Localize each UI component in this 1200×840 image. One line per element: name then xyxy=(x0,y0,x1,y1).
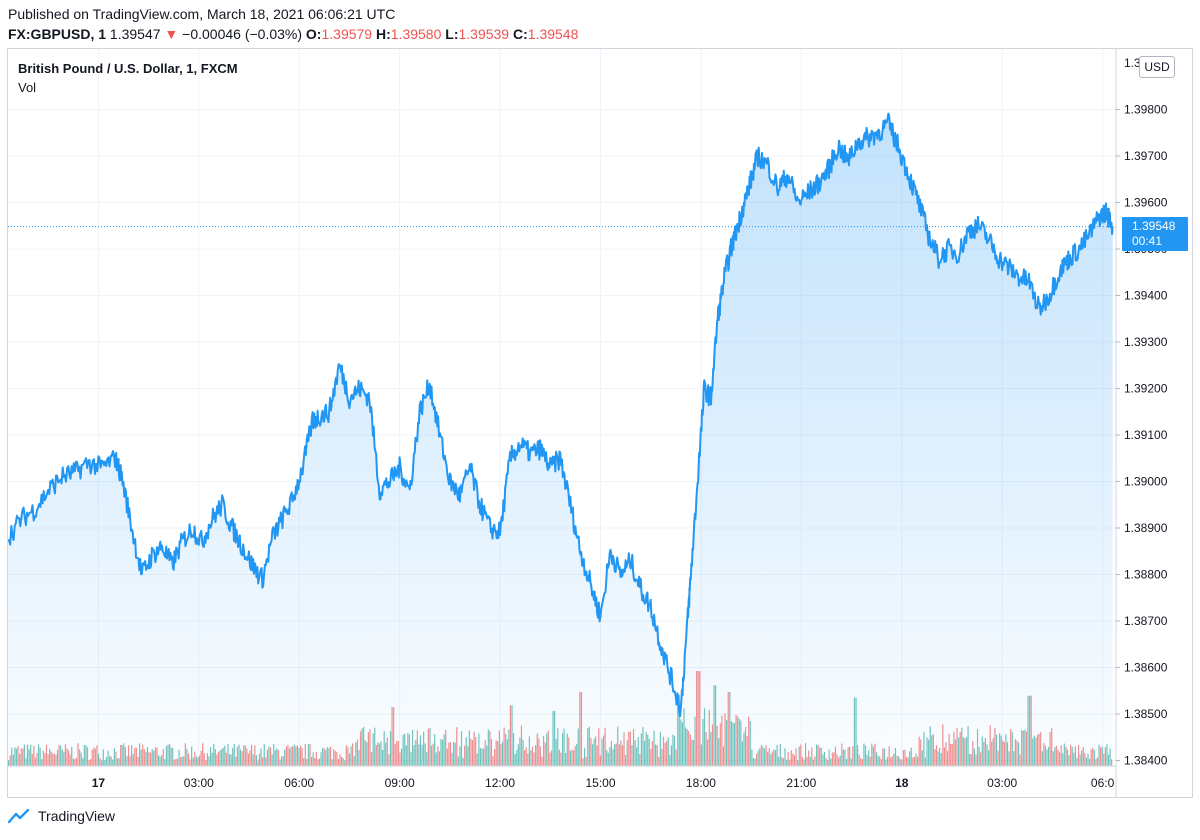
published-line: Published on TradingView.com, March 18, … xyxy=(8,6,396,22)
high-value: 1.39580 xyxy=(390,26,442,42)
last-price: 1.39547 xyxy=(109,26,161,42)
x-tick-label: 09:00 xyxy=(385,776,415,790)
y-tick-label: 1.38600 xyxy=(1124,661,1168,675)
low-value: 1.39539 xyxy=(458,26,510,42)
symbol-label: FX:GBPUSD, 1 xyxy=(8,26,107,42)
x-tick-label: 18 xyxy=(895,776,909,790)
price-line xyxy=(8,112,1114,718)
close-label: C: xyxy=(512,26,528,42)
x-tick-label: 21:00 xyxy=(786,776,816,790)
y-tick-label: 1.38900 xyxy=(1124,521,1168,535)
x-tick-label: 06:0 xyxy=(1091,776,1115,790)
y-tick-label: 1.39100 xyxy=(1124,428,1168,442)
y-tick-label: 1.39800 xyxy=(1124,103,1168,117)
x-tick-label: 03:00 xyxy=(184,776,214,790)
x-tick-label: 03:00 xyxy=(987,776,1017,790)
close-value: 1.39548 xyxy=(527,26,579,42)
countdown-timer: 00:41 xyxy=(1132,234,1163,248)
last-price-tag: 1.39548 00:41 xyxy=(1122,217,1188,251)
x-tick-label: 17 xyxy=(92,776,106,790)
x-tick-label: 12:00 xyxy=(485,776,515,790)
open-label: O: xyxy=(305,26,322,42)
y-tick-label: 1.38700 xyxy=(1124,614,1168,628)
chart-frame[interactable]: 1.38400 1.38500 1.38600 1.38700 1.38800 1.389… xyxy=(7,48,1193,798)
down-arrow-icon: ▼ xyxy=(164,26,179,42)
change-value: −0.00046 (−0.03%) xyxy=(182,26,303,42)
x-tick-label: 18:00 xyxy=(686,776,716,790)
open-value: 1.39579 xyxy=(321,26,373,42)
legend-vol: Vol xyxy=(18,80,36,95)
low-label: L: xyxy=(445,26,459,42)
y-tick-label: 1.39400 xyxy=(1124,289,1168,303)
y-tick-label: 1.39700 xyxy=(1124,149,1168,163)
y-tick-label: 1.38500 xyxy=(1124,707,1168,721)
y-tick-label: 1.39600 xyxy=(1124,196,1168,210)
legend-title: British Pound / U.S. Dollar, 1, FXCM xyxy=(18,61,238,76)
high-label: H: xyxy=(375,26,391,42)
footer-brand[interactable]: TradingView xyxy=(8,808,115,824)
tradingview-logo-icon xyxy=(8,808,30,824)
y-tick-label: 1.39200 xyxy=(1124,382,1168,396)
y-tick-label: 1.38800 xyxy=(1124,568,1168,582)
price-area-fill xyxy=(8,113,1113,767)
last-price-tag-value: 1.39548 xyxy=(1132,219,1176,233)
x-tick-label: 15:00 xyxy=(585,776,615,790)
y-tick-label: 1.39000 xyxy=(1124,475,1168,489)
price-chart[interactable]: 1.38400 1.38500 1.38600 1.38700 1.38800 1.389… xyxy=(8,49,1192,797)
quote-line: FX:GBPUSD, 1 1.39547 ▼ −0.00046 (−0.03%)… xyxy=(8,26,578,42)
y-tick-label: 1.38400 xyxy=(1124,754,1168,768)
currency-badge[interactable]: USD xyxy=(1139,56,1175,78)
footer-brand-label: TradingView xyxy=(38,808,116,824)
y-tick-label: 1.39300 xyxy=(1124,335,1168,349)
x-tick-label: 06:00 xyxy=(284,776,314,790)
